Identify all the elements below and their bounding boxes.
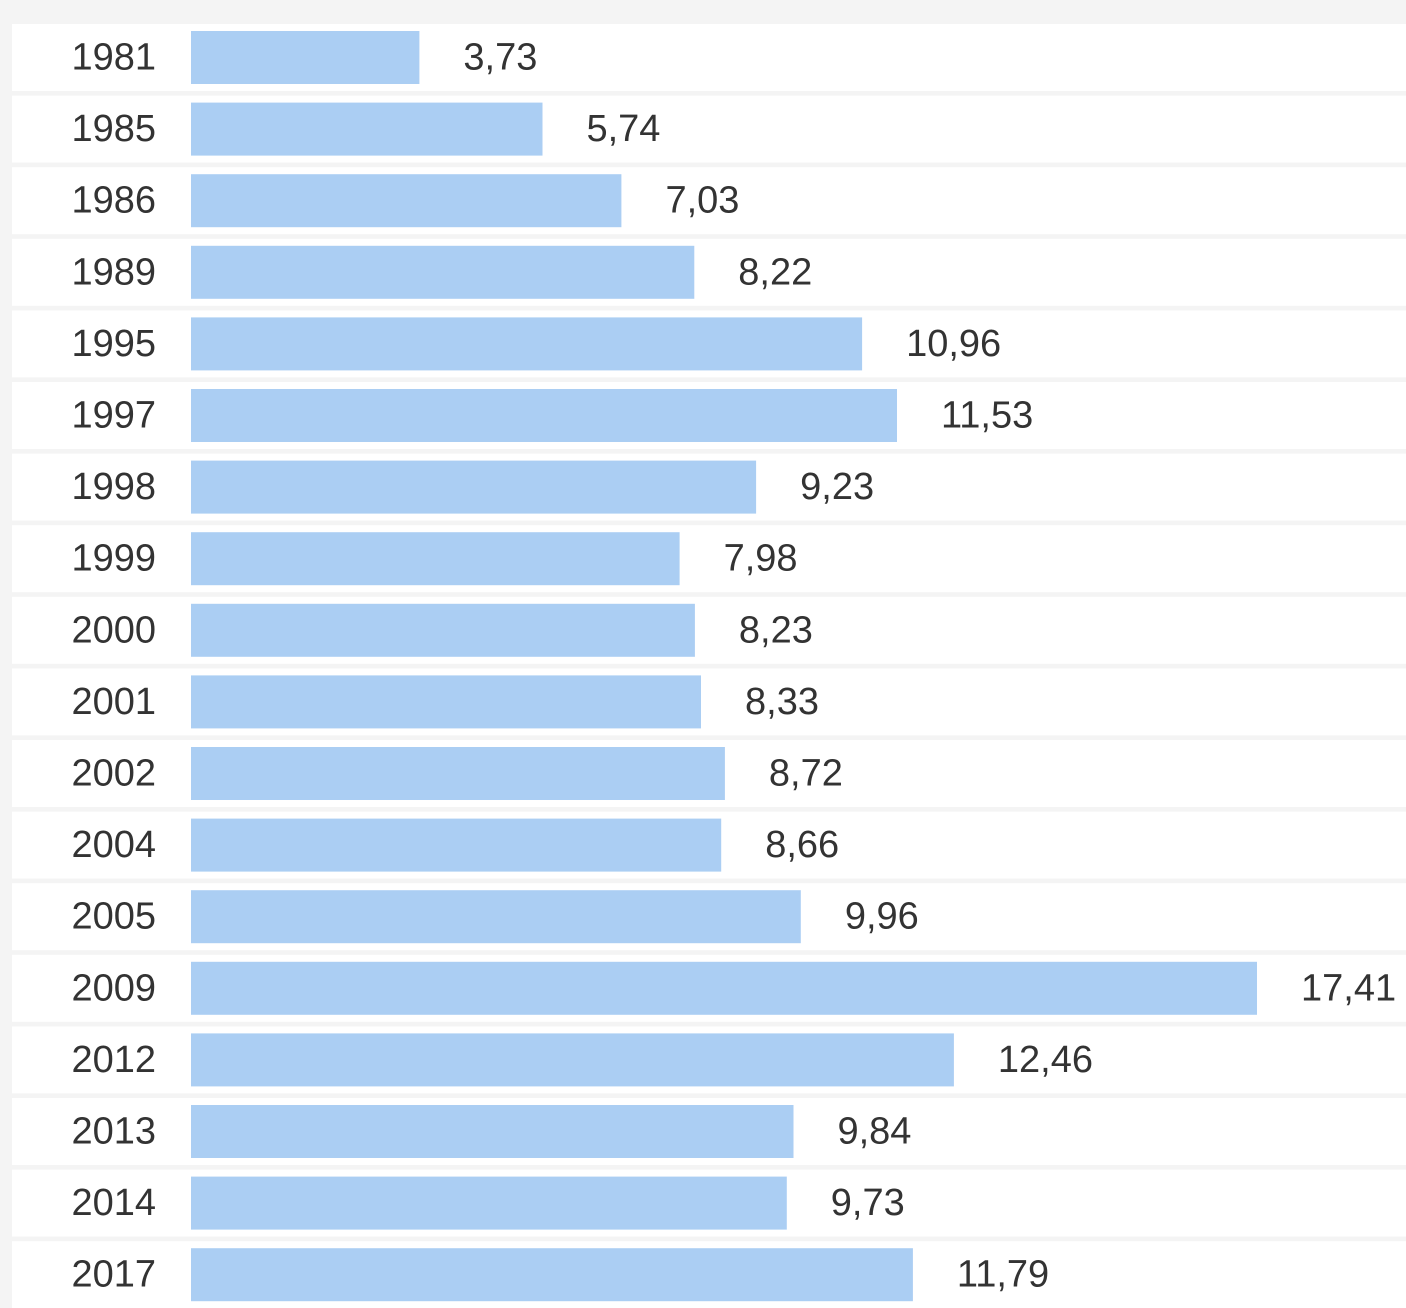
value-label: 12,46 <box>998 1039 1093 1081</box>
bar <box>191 245 695 299</box>
bar <box>191 675 701 729</box>
category-label: 2005 <box>71 896 156 938</box>
chart-rows: 1981 3,73 1985 5,74 1986 7,03 1989 8,22 1995 10,9… <box>12 24 1406 1308</box>
category-label: 2004 <box>71 824 156 866</box>
value-label: 10,96 <box>906 323 1001 365</box>
category-label: 1999 <box>71 538 156 580</box>
value-label: 9,73 <box>831 1182 905 1224</box>
category-label: 2017 <box>71 1254 156 1296</box>
category-label: 2014 <box>71 1182 156 1224</box>
category-label: 2013 <box>71 1111 156 1153</box>
bar <box>191 1248 913 1302</box>
bar <box>191 460 757 514</box>
value-label: 3,73 <box>463 37 537 79</box>
category-label: 2009 <box>71 967 156 1009</box>
value-label: 8,22 <box>738 251 812 293</box>
bar <box>191 102 543 156</box>
category-label: 1985 <box>71 108 156 150</box>
bar <box>191 818 722 872</box>
bar <box>191 961 1257 1015</box>
value-label: 8,23 <box>739 609 813 651</box>
value-label: 17,41 <box>1301 967 1396 1009</box>
category-label: 1989 <box>71 251 156 293</box>
value-label: 8,33 <box>745 681 819 723</box>
category-label: 2012 <box>71 1039 156 1081</box>
value-label: 9,96 <box>845 896 919 938</box>
category-label: 1997 <box>71 395 156 437</box>
value-label: 11,53 <box>941 395 1033 437</box>
category-label: 2000 <box>71 609 156 651</box>
value-label: 11,79 <box>957 1254 1049 1296</box>
bar <box>191 532 680 586</box>
value-label: 7,03 <box>665 180 739 222</box>
bar <box>191 1033 954 1087</box>
category-label: 2002 <box>71 753 156 795</box>
category-label: 1995 <box>71 323 156 365</box>
category-label: 1986 <box>71 180 156 222</box>
value-label: 8,72 <box>769 753 843 795</box>
category-label: 1981 <box>71 37 156 79</box>
bar <box>191 890 801 944</box>
bar <box>191 317 863 371</box>
value-label: 8,66 <box>765 824 839 866</box>
bar <box>191 603 695 657</box>
bar <box>191 747 725 800</box>
value-label: 7,98 <box>724 538 798 580</box>
bar <box>191 389 897 442</box>
value-label: 5,74 <box>586 108 660 150</box>
category-label: 1998 <box>71 466 156 508</box>
category-label: 2001 <box>71 681 156 723</box>
bar <box>191 174 622 228</box>
bar <box>191 31 420 84</box>
bar <box>191 1176 787 1230</box>
value-label: 9,84 <box>837 1111 911 1153</box>
bar <box>191 1105 794 1158</box>
value-label: 9,23 <box>800 466 874 508</box>
